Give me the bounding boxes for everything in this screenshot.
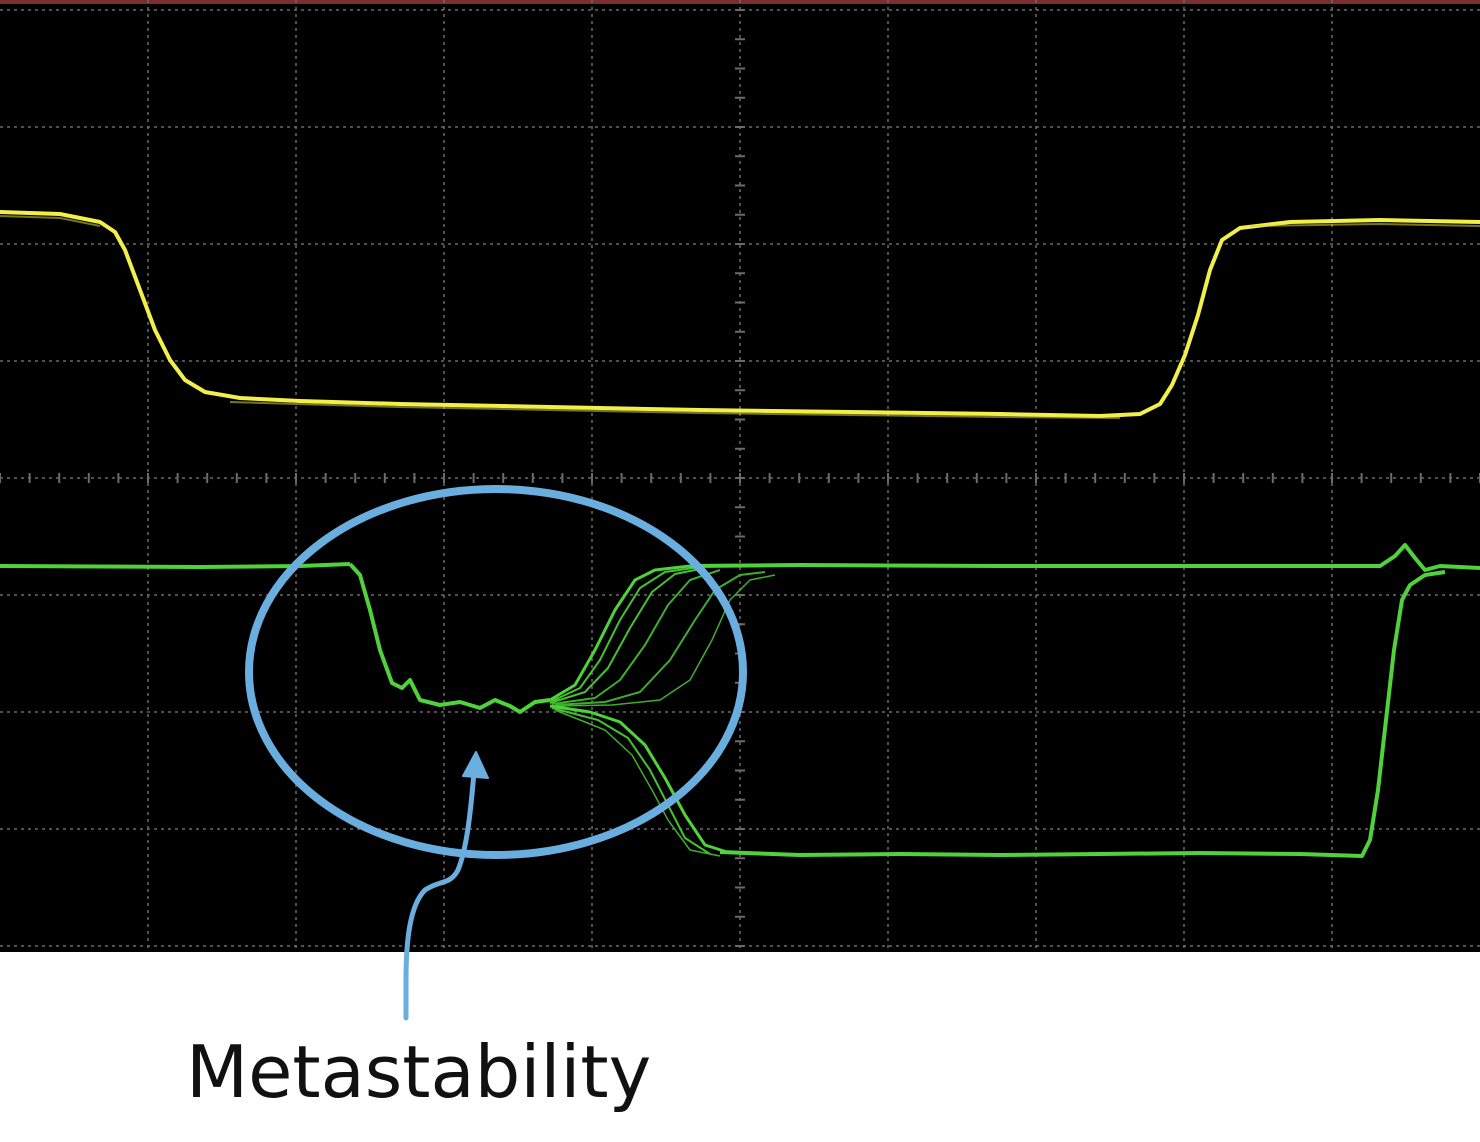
green-trace-resolve-high-2 (549, 566, 701, 703)
green-trace-resolve-low-2 (551, 707, 711, 855)
green-trace-resolve-low-3 (554, 709, 721, 857)
green-trace-resolve-high-5 (554, 571, 766, 706)
caption-label: Metastability (186, 1030, 652, 1114)
oscilloscope-screen (0, 0, 1480, 952)
green-trace-resolve-low-1 (549, 704, 731, 855)
green-trace-fall (348, 562, 551, 714)
green-trace-high-right (689, 543, 1480, 572)
yellow-trace-noise (0, 215, 1480, 419)
oscilloscope-display (0, 0, 1480, 952)
green-trace-low (719, 570, 1446, 858)
green-trace-high-left (0, 562, 351, 569)
yellow-trace (0, 210, 1480, 418)
